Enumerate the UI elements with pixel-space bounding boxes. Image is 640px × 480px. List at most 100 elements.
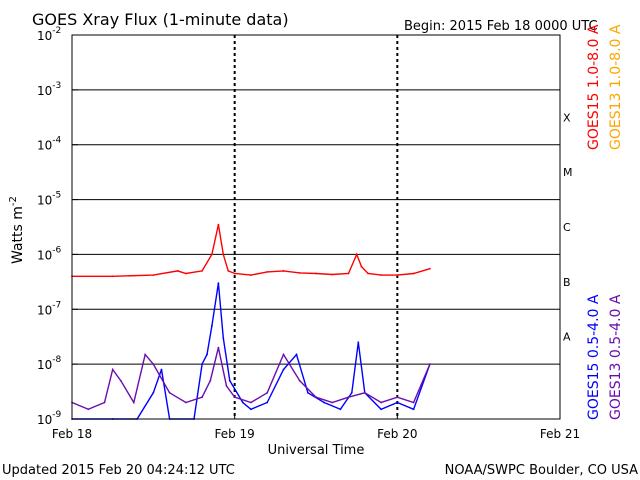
series-point-0 [298, 272, 301, 274]
series-point-2 [380, 408, 382, 411]
y-tick-mantissa: 10 [37, 303, 52, 317]
series-point-3 [119, 379, 122, 382]
y-tick-mantissa: 10 [37, 139, 52, 153]
series-point-3 [282, 353, 285, 356]
series-point-2 [266, 401, 269, 404]
y-tick-label: 10-8 [37, 355, 62, 372]
y-tick-label: 10-3 [37, 81, 61, 98]
series-point-0 [152, 274, 155, 276]
series-point-0 [347, 272, 350, 275]
series-point-2 [241, 401, 244, 404]
x-tick-label: Feb 18 [52, 427, 92, 441]
series-point-3 [250, 401, 252, 404]
series-point-2 [217, 282, 220, 284]
series-point-0 [250, 274, 252, 276]
series-point-0 [282, 270, 285, 272]
series-point-2 [396, 401, 399, 404]
series-point-0 [412, 272, 415, 275]
y-tick-mantissa: 10 [37, 248, 52, 262]
series-point-3 [217, 346, 220, 349]
series-point-3 [144, 353, 147, 356]
x-axis-ticks: Feb 18 Feb 19 Feb 20 Feb 21 [52, 413, 580, 441]
legend-entry-2: GOES15 0.5-4.0 A [586, 294, 602, 420]
series-point-0 [217, 223, 220, 226]
series-line-2 [72, 282, 431, 420]
series-point-2 [206, 353, 208, 356]
series-point-2 [295, 353, 298, 356]
y-tick-exponent: -6 [52, 245, 61, 255]
series-point-2 [412, 408, 415, 411]
series-point-0 [111, 275, 114, 278]
series-point-0 [360, 265, 363, 268]
flare-class-C: C [563, 221, 571, 234]
series-point-3 [331, 401, 334, 404]
y-tick-exponent: -4 [52, 136, 61, 146]
y-tick-label: 10-9 [37, 410, 62, 427]
y-tick-exponent: -7 [52, 300, 61, 310]
plot-frame [71, 34, 561, 420]
legend-entry-3: GOES13 0.5-4.0 A [608, 294, 624, 420]
y-tick-mantissa: 10 [37, 29, 52, 43]
y-tick-label: 10-6 [37, 245, 62, 262]
series-point-3 [185, 401, 187, 404]
series-point-3 [412, 401, 415, 404]
x-tick-label: Feb 20 [377, 427, 417, 441]
series-point-2 [350, 391, 353, 394]
series-point-3 [132, 401, 135, 404]
series-point-3 [298, 379, 301, 382]
y-tick-mantissa: 10 [37, 358, 52, 372]
legend: GOES15 1.0-8.0 A GOES13 1.0-8.0 A GOES15 0… [586, 24, 624, 420]
series-layer [71, 223, 431, 420]
y-tick-label: 10-2 [37, 26, 61, 43]
series-point-2 [152, 391, 155, 394]
series-point-2 [222, 337, 225, 339]
series-point-0 [185, 272, 187, 275]
series-point-3 [266, 391, 269, 394]
x-tick-label: Feb 19 [214, 427, 254, 441]
series-point-3 [111, 368, 114, 371]
y-tick-exponent: -8 [52, 355, 61, 365]
series-point-2 [228, 379, 231, 382]
y-tick-mantissa: 10 [37, 194, 52, 208]
y-axis-label-text: Watts m [10, 206, 26, 264]
y-tick-exponent: -3 [52, 81, 61, 91]
series-point-2 [201, 363, 204, 365]
legend-entry-1: GOES13 1.0-8.0 A [608, 24, 624, 150]
series-point-2 [160, 368, 163, 371]
series-point-0 [331, 273, 334, 276]
series-point-0 [176, 270, 179, 272]
series-point-0 [380, 274, 382, 276]
series-point-3 [87, 408, 90, 411]
series-point-0 [227, 270, 230, 272]
y-tick-exponent: -5 [52, 191, 61, 201]
grid-lines [72, 35, 560, 419]
series-point-3 [168, 391, 171, 394]
series-point-0 [355, 253, 358, 256]
flare-class-labels: A B C M X [563, 111, 573, 343]
y-tick-mantissa: 10 [37, 84, 52, 98]
x-axis-label: Universal Time [268, 443, 365, 458]
chart-title: GOES Xray Flux (1-minute data) [32, 10, 289, 29]
y-tick-label: 10-5 [37, 191, 61, 208]
updated-timestamp: Updated 2015 Feb 20 04:24:12 UTC [2, 463, 235, 478]
credit-label: NOAA/SWPC Boulder, CO USA [445, 463, 638, 478]
flare-class-M: M [563, 166, 573, 179]
series-point-0 [396, 274, 399, 276]
y-tick-exponent: -9 [52, 410, 61, 420]
series-point-0 [315, 272, 317, 275]
series-point-2 [339, 408, 342, 411]
series-point-0 [233, 272, 236, 275]
series-point-2 [211, 324, 213, 327]
y-tick-mantissa: 10 [37, 413, 52, 427]
series-point-3 [347, 396, 350, 399]
flare-class-A: A [563, 331, 571, 344]
series-point-0 [201, 270, 204, 272]
series-point-3 [315, 396, 317, 399]
y-axis-label: Watts m-2 [8, 196, 26, 264]
series-point-2 [250, 408, 252, 411]
series-point-3 [233, 396, 236, 399]
series-point-3 [380, 401, 382, 404]
flare-class-B: B [563, 276, 571, 289]
series-point-3 [225, 385, 228, 387]
